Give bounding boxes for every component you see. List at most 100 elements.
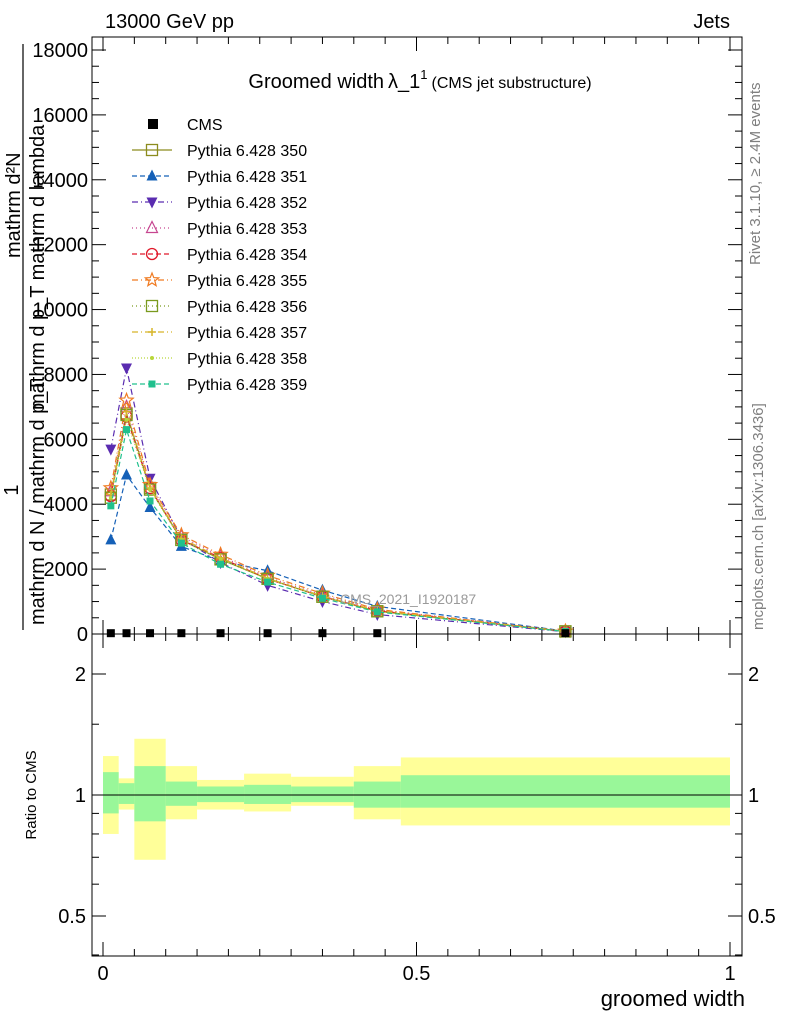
series-point — [217, 560, 225, 568]
y-tick-label: 0 — [77, 624, 88, 646]
title-symbol: λ_1 — [388, 71, 420, 93]
y-tick-label: 8000 — [44, 364, 89, 386]
series-2 — [105, 363, 571, 639]
series-point — [144, 500, 156, 512]
legend-label: Pythia 6.428 351 — [187, 169, 307, 186]
cms-point — [177, 629, 186, 638]
analysis-watermark: CMS_2021_I1920187 — [340, 591, 476, 607]
legend-label: Pythia 6.428 358 — [187, 351, 307, 368]
series-point — [373, 608, 381, 616]
legend-label: Pythia 6.428 353 — [187, 221, 307, 238]
mcplots-label: mcplots.cern.ch [arXiv:1306.3436] — [750, 403, 767, 630]
cms-point — [561, 629, 570, 638]
y-label-line: 1 — [1, 484, 23, 495]
series-point — [107, 502, 115, 510]
ratio-stat-band — [103, 772, 119, 814]
legend-label: Pythia 6.428 352 — [187, 195, 307, 212]
y-tick-label: 10000 — [32, 300, 88, 322]
legend-label: Pythia 6.428 359 — [187, 377, 307, 394]
legend-entry-6: Pythia 6.428 356 — [132, 299, 307, 316]
ratio-stat-band — [244, 784, 292, 804]
main-y-axis-label: 1 mathrm d N / mathrm d p_T mathrm d²N math… — [1, 44, 49, 630]
ratio-y-label: Ratio to CMS — [23, 750, 40, 839]
legend-label: Pythia 6.428 355 — [187, 273, 307, 290]
x-tick-label: 0.5 — [403, 963, 431, 985]
legend-marker — [148, 328, 156, 336]
legend-marker — [145, 143, 159, 157]
cms-point — [146, 629, 155, 638]
series-line — [110, 417, 566, 632]
legend-cms-marker — [148, 119, 158, 129]
y-tick-label: 4000 — [44, 494, 89, 516]
chart-title: Groomed width λ_11 (CMS jet substructure) — [248, 67, 591, 93]
ratio-stat-band — [197, 786, 245, 803]
legend-marker — [150, 356, 154, 360]
ratio-stat-band — [291, 786, 354, 803]
y-tick-label: 14000 — [32, 170, 88, 192]
legend-entry-4: Pythia 6.428 354 — [132, 247, 307, 264]
ratio-stat-band — [165, 781, 198, 806]
legend-entry-8: Pythia 6.428 358 — [132, 351, 307, 368]
y-tick-label: 2000 — [44, 559, 89, 581]
series-9 — [107, 426, 569, 636]
legend-label: Pythia 6.428 350 — [187, 143, 307, 160]
series-line — [110, 367, 566, 633]
x-tick-label: 0 — [97, 963, 108, 985]
legend-label: Pythia 6.428 354 — [187, 247, 307, 264]
y-tick-label: 12000 — [32, 235, 88, 257]
ratio-tick-label-right: 1 — [748, 785, 759, 807]
series-point — [218, 557, 223, 562]
cms-point — [106, 629, 115, 638]
cms-point — [318, 629, 327, 638]
y-tick-label: 18000 — [32, 40, 88, 62]
series-point — [146, 497, 154, 505]
series-point — [148, 487, 153, 492]
series-point — [105, 533, 117, 545]
series-6 — [104, 408, 572, 638]
main-panel: 0 2000 4000 6000 8000 10000 12000 14000 16000 180… — [32, 36, 743, 646]
legend-entry-2: Pythia 6.428 352 — [132, 195, 307, 212]
title-main: Groomed width — [248, 71, 384, 93]
series-point — [316, 590, 329, 603]
series-point — [105, 444, 117, 456]
legend-label: CMS — [187, 117, 223, 134]
legend-label: Pythia 6.428 356 — [187, 299, 307, 316]
legend-entry-1: Pythia 6.428 351 — [132, 169, 307, 186]
legend-entry-3: Pythia 6.428 353 — [132, 220, 307, 238]
rivet-label: Rivet 3.1.10, ≥ 2.4M events — [747, 83, 764, 266]
ratio-tick-label: 1 — [75, 785, 86, 807]
ratio-tick-label-right: 2 — [748, 664, 759, 686]
legend-entry-cms: CMS — [148, 117, 223, 134]
series-layer — [102, 363, 574, 639]
series-point — [177, 539, 185, 547]
title-paren: (CMS jet substructure) — [432, 75, 592, 92]
legend-marker — [145, 299, 159, 313]
legend-marker — [146, 169, 158, 181]
title-sup: 1 — [420, 67, 427, 82]
cms-point — [373, 629, 382, 638]
series-1 — [105, 468, 571, 636]
series-point — [264, 578, 272, 586]
y-label-line: mathrm d²N — [3, 152, 25, 258]
cms-point — [216, 629, 225, 638]
y-tick-label: 6000 — [44, 429, 89, 451]
ratio-x-axis: 0 0.5 1 — [97, 634, 736, 985]
ratio-stat-band — [134, 766, 166, 822]
legend-entry-7: Pythia 6.428 357 — [132, 325, 307, 342]
legend-entry-5: Pythia 6.428 355 — [132, 271, 307, 290]
ratio-panel: 0.5 0.5 1 1 2 2 0 0.5 1 Ratio to CMS — [23, 633, 776, 985]
ratio-tick-label: 2 — [75, 664, 86, 686]
legend-marker — [148, 380, 156, 388]
series-point — [123, 426, 131, 434]
series-0 — [104, 407, 572, 638]
series-point — [108, 495, 113, 500]
ratio-stat-band — [400, 775, 730, 808]
header-jets-label: Jets — [693, 11, 730, 33]
ratio-y-axis: 0.5 0.5 1 1 2 2 — [58, 664, 776, 956]
legend-marker — [145, 247, 159, 261]
ratio-tick-label-right: 0.5 — [748, 906, 776, 928]
series-line — [110, 473, 566, 632]
series-line — [110, 400, 566, 632]
main-y-axis: 0 2000 4000 6000 8000 10000 12000 14000 16000 180… — [32, 40, 742, 646]
